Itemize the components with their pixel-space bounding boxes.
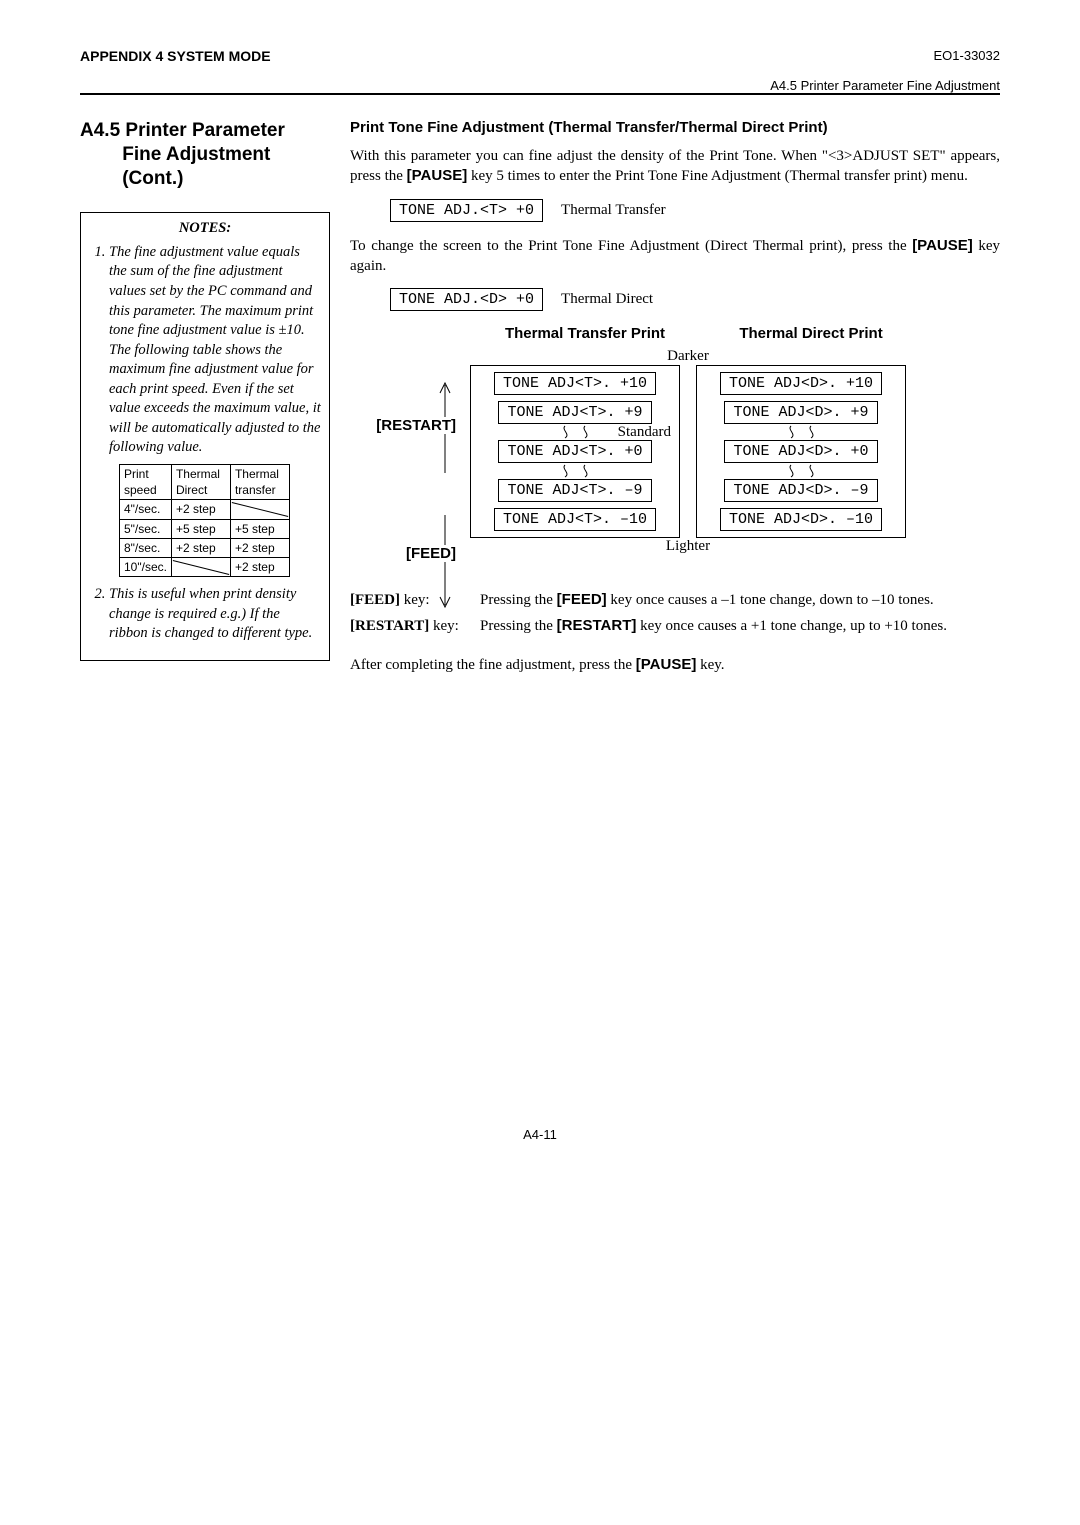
darker-label: Darker [480,348,896,365]
table-row: +5 step [230,519,289,538]
appendix-label: APPENDIX 4 SYSTEM MODE [80,48,271,64]
speed-table: Printspeed ThermalDirect Thermaltransfer… [119,464,290,577]
lcd-screen: TONE ADJ.<D> +0 [390,288,543,311]
pause-key-ref: [PAUSE] [912,237,973,254]
lcd-item: TONE ADJ<T>. +0 [498,440,651,463]
section-title-line1: Printer Parameter [125,120,284,141]
right-column: Print Tone Fine Adjustment (Thermal Tran… [350,119,1000,687]
notes-title: NOTES: [89,219,321,239]
restart-key-desc: Pressing the [RESTART] key once causes a… [480,615,947,637]
paragraph-1: With this parameter you can fine adjust … [350,146,1000,187]
col-title-transfer: Thermal Transfer Print [480,325,690,342]
section-heading: A4.5 Printer Parameter Fine Adjustment (… [80,119,330,190]
lcd-label: Thermal Transfer [561,202,666,219]
snake-icon [783,424,819,440]
page: APPENDIX 4 SYSTEM MODE EO1-33032 A4.5 Pr… [0,0,1080,1202]
table-row: 4"/sec. [120,500,172,519]
col-title-direct: Thermal Direct Print [706,325,916,342]
table-row: 8"/sec. [120,538,172,557]
note-1: The fine adjustment value equals the sum… [109,243,321,577]
th-direct: ThermalDirect [171,465,230,500]
lcd-screen: TONE ADJ.<T> +0 [390,199,543,222]
lcd-item: TONE ADJ<D>. +9 [724,401,877,424]
lighter-label: Lighter [480,538,896,555]
note-1b: The following table shows the maximum fi… [109,342,321,456]
lcd-item: TONE ADJ<T>. –9 [498,479,651,502]
table-row: +2 step [230,557,289,576]
standard-label: Standard [618,424,671,441]
lcd-item: TONE ADJ<D>. –10 [720,508,882,531]
transfer-column: TONE ADJ<T>. +10 TONE ADJ<T>. +9 Standar… [470,365,680,538]
left-column: A4.5 Printer Parameter Fine Adjustment (… [80,119,330,661]
table-diag [230,500,289,519]
table-row: 10"/sec. [120,557,172,576]
note-1a: The fine adjustment value equals the sum… [109,244,313,338]
lcd-item: TONE ADJ<T>. +9 [498,401,651,424]
after-note: After completing the fine adjustment, pr… [350,655,1000,675]
lcd-item: TONE ADJ<T>. –10 [494,508,656,531]
restart-key-label: [RESTART] [374,417,458,434]
table-row: 5"/sec. [120,519,172,538]
table-row: +5 step [171,519,230,538]
section-number: A4.5 [80,119,120,143]
notes-box: NOTES: The fine adjustment value equals … [80,212,330,661]
table-row: +2 step [171,538,230,557]
subsection-heading: Print Tone Fine Adjustment (Thermal Tran… [350,119,1000,136]
feed-key-label: [FEED] [404,545,458,562]
lcd-item: TONE ADJ<D>. –9 [724,479,877,502]
lcd-display-transfer: TONE ADJ.<T> +0 Thermal Transfer [390,199,1000,222]
lcd-item: TONE ADJ<D>. +10 [720,372,882,395]
tone-diagram: Thermal Transfer Print Thermal Direct Pr… [350,325,1000,555]
note-2: This is useful when print density change… [109,585,321,644]
arrow-axis-icon [350,365,470,625]
para1-b: key 5 times to enter the Print Tone Fine… [467,168,968,184]
lcd-label: Thermal Direct [561,291,653,308]
page-header: APPENDIX 4 SYSTEM MODE EO1-33032 A4.5 Pr… [80,48,1000,66]
pause-key-ref: [PAUSE] [407,167,468,184]
doc-number: EO1-33032 [934,48,1001,63]
diagram-keys: [RESTART] [FEED] [350,365,470,538]
lcd-item: TONE ADJ<D>. +0 [724,440,877,463]
table-row: +2 step [230,538,289,557]
section-title-line3: (Cont.) [122,168,183,189]
th-speed: Printspeed [120,465,172,500]
page-number: A4-11 [80,1127,1000,1142]
lcd-item: TONE ADJ<T>. +10 [494,372,656,395]
paragraph-2: To change the screen to the Print Tone F… [350,236,1000,277]
th-transfer: Thermaltransfer [230,465,289,500]
breadcrumb: A4.5 Printer Parameter Fine Adjustment [770,78,1000,93]
direct-column: TONE ADJ<D>. +10 TONE ADJ<D>. +9 TONE AD… [696,365,906,538]
feed-key-desc: Pressing the [FEED] key once causes a –1… [480,589,934,611]
para2-a: To change the screen to the Print Tone F… [350,238,912,254]
section-title-line2: Fine Adjustment [122,144,270,165]
header-rule [80,93,1000,95]
snake-icon [557,424,593,440]
table-row: +2 step [171,500,230,519]
snake-icon [557,463,593,479]
lcd-display-direct: TONE ADJ.<D> +0 Thermal Direct [390,288,1000,311]
table-diag [171,557,230,576]
snake-icon [783,463,819,479]
